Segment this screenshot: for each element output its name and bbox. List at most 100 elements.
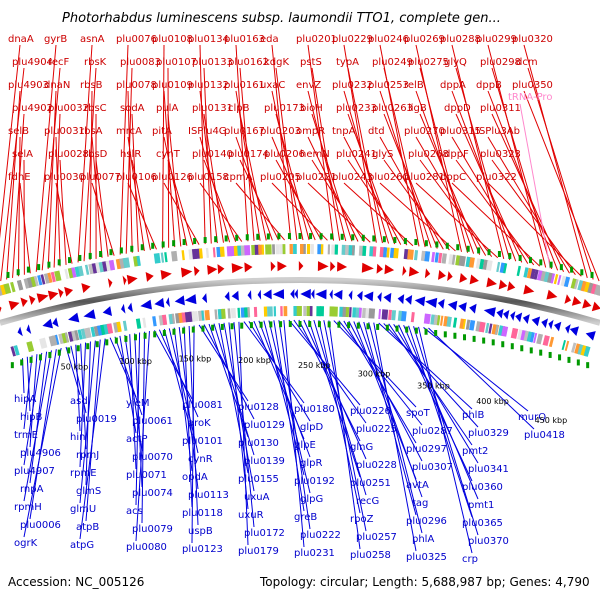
reverse-gene-label: plu0130 (238, 438, 279, 449)
feature-block (570, 278, 577, 289)
feature-block (47, 272, 53, 283)
feature-block (273, 306, 277, 317)
forward-gene-arrow (408, 266, 420, 277)
reverse-gene-leader (191, 325, 195, 544)
feature-block (378, 308, 382, 320)
feature-block (160, 252, 165, 263)
forward-gene-label: plu0241 (336, 149, 377, 160)
feature-block (13, 345, 20, 356)
feature-block (80, 328, 87, 340)
forward-gene-arrow (571, 296, 582, 306)
reverse-gene-arrow (300, 289, 311, 300)
reverse-gene-label: glmU (70, 504, 96, 515)
reverse-gene-leader (75, 344, 81, 432)
forward-gene-label: plu0281 (404, 172, 445, 183)
reverse-gene-label: glnG (350, 442, 373, 453)
feature-block (43, 273, 50, 284)
forward-gene-arrow (337, 261, 348, 272)
feature-block (361, 307, 367, 319)
feature-block (198, 248, 203, 259)
feature-block (438, 252, 443, 264)
track-marker (327, 321, 331, 328)
forward-gene-label: plu0083 (120, 57, 161, 68)
forward-gene-arrow (107, 278, 113, 288)
track-marker (549, 261, 553, 268)
forward-gene-label: rbsK (84, 57, 107, 68)
reverse-gene-label: rnpA (20, 484, 44, 495)
forward-gene-label: glyS (372, 149, 393, 160)
feature-block (583, 346, 591, 357)
track-marker (445, 242, 449, 249)
reverse-gene-arrow (554, 321, 562, 332)
forward-gene-leader (83, 67, 97, 262)
forward-gene-label: plu0028 (48, 149, 89, 160)
feature-block (533, 269, 539, 280)
forward-gene-label: plu0350 (512, 80, 553, 91)
feature-block (26, 341, 35, 353)
feature-block (306, 244, 311, 255)
reverse-gene-arrow (405, 294, 413, 305)
track-marker (235, 234, 239, 241)
track-marker (193, 237, 197, 244)
forward-gene-leader (343, 44, 377, 243)
feature-block (161, 314, 168, 326)
reverse-gene-label: plu0071 (126, 470, 167, 481)
reverse-gene-leader (338, 320, 423, 426)
forward-gene-arrow (469, 274, 479, 285)
forward-gene-leader (163, 136, 188, 246)
reverse-gene-leader (308, 319, 361, 478)
reverse-gene-leader (298, 319, 361, 442)
track-marker (317, 321, 321, 328)
reverse-gene-arrow (522, 314, 530, 324)
reverse-gene-leader (79, 342, 87, 468)
forward-gene-arrow (564, 294, 572, 304)
feature-block (64, 332, 69, 343)
reverse-gene-label: plu0258 (350, 550, 391, 561)
feature-block (219, 246, 225, 257)
feature-block (413, 249, 419, 261)
reverse-gene-label: plu0081 (182, 400, 223, 411)
track-marker (456, 244, 460, 251)
track-marker (548, 351, 552, 358)
track-marker (114, 337, 118, 344)
kbp-tick-label: 300 kbp (358, 370, 391, 379)
forward-gene-leader (271, 44, 292, 241)
track-marker (140, 244, 144, 251)
feature-block (64, 268, 69, 280)
rna-gene-labels: tRNA-Pro (508, 92, 552, 103)
track-marker (203, 237, 207, 244)
feature-block (468, 257, 475, 268)
forward-gene-label: dppC (440, 172, 466, 183)
forward-gene-label: cpmA (224, 172, 253, 183)
forward-gene-label: selA (12, 149, 33, 160)
forward-gene-leader (167, 159, 194, 246)
reverse-gene-leader (328, 320, 361, 550)
feature-block (388, 309, 392, 321)
feature-block (590, 283, 598, 295)
track-marker (95, 341, 99, 348)
forward-gene-arrow (591, 301, 600, 312)
forward-gene-label: gyrB (44, 34, 67, 45)
feature-block (431, 251, 436, 263)
feature-block (191, 311, 199, 322)
track-marker (508, 252, 512, 259)
reverse-gene-leader (135, 332, 141, 506)
reverse-gene-label: murQ (518, 412, 546, 423)
feature-block (0, 284, 8, 296)
forward-gene-leader (127, 136, 145, 252)
forward-gene-leader (6, 90, 21, 280)
kbp-tick-label: 350 kbp (417, 382, 450, 391)
forward-gene-arrow (20, 297, 28, 308)
track-marker (86, 343, 90, 350)
forward-gene-leader (455, 67, 511, 261)
forward-gene-label: plu0167 (224, 126, 265, 137)
forward-gene-leader (89, 90, 93, 261)
forward-gene-leader (523, 44, 588, 278)
reverse-gene-arrow (531, 316, 541, 327)
feature-block (341, 244, 347, 255)
forward-gene-arrow (36, 293, 49, 304)
feature-block (523, 267, 529, 278)
feature-block (267, 306, 273, 317)
feature-block (319, 306, 325, 317)
forward-strand (0, 261, 600, 313)
